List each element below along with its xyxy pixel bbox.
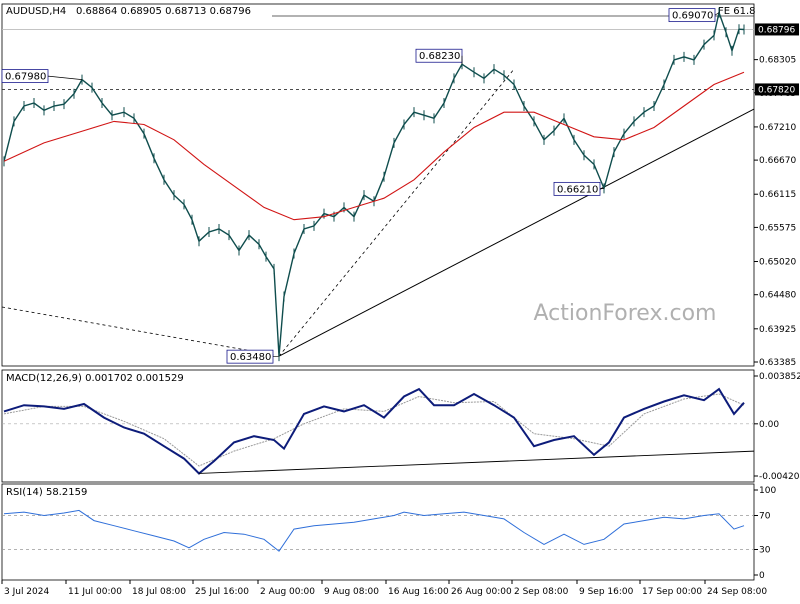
rsi-tick-label: 0 <box>759 571 765 581</box>
chart-ohlc: 0.68864 0.68905 0.68713 0.68796 <box>76 6 251 17</box>
x-tick-label: 9 Aug 08:00 <box>324 587 379 597</box>
price-label-text: 0.67820 <box>758 85 795 95</box>
annotation-label: 0.68230 <box>419 51 460 62</box>
macd-tick-label: 0.003852 <box>759 372 800 382</box>
price-tick-label: 0.65575 <box>759 223 796 233</box>
macd-panel <box>1 369 755 483</box>
annotation-label: 0.63480 <box>230 352 271 363</box>
rsi-tick-label: 70 <box>759 512 771 522</box>
rsi-axis: 100 70 30 0 <box>754 486 776 581</box>
macd-tick-label: 0.00 <box>759 420 779 430</box>
annotation-leader <box>714 12 720 16</box>
annotation-leader <box>47 75 83 80</box>
price-label-text: 0.68796 <box>758 25 795 35</box>
price-annotations: 0.67980 0.63480 0.68230 0.66210 0.69070 <box>1 8 720 364</box>
price-axis: 0.683050.677650.672100.666700.661150.655… <box>754 23 799 368</box>
x-tick-label: 26 Aug 00:00 <box>451 587 512 597</box>
price-tick-label: 0.66115 <box>759 190 796 200</box>
annotation-label: 0.67980 <box>5 72 46 83</box>
x-tick-label: 2 Sep 08:00 <box>514 587 569 597</box>
chart-symbol: AUDUSD,H4 <box>6 6 66 17</box>
watermark: ActionForex.com <box>534 301 717 326</box>
macd-title: MACD(12,26,9) 0.001702 0.001529 <box>6 373 184 384</box>
price-tick-label: 0.63925 <box>759 325 796 335</box>
macd-axis: 0.003852 0.00 -0.004204 <box>754 372 800 482</box>
x-tick-label: 18 Jul 08:00 <box>132 587 186 597</box>
x-tick-label: 17 Sep 00:00 <box>642 587 702 597</box>
price-series <box>3 7 745 362</box>
annotation-leader <box>599 188 605 190</box>
trendline-lower-dashed <box>1 306 275 356</box>
rsi-tick-label: 100 <box>759 486 776 496</box>
macd-tick-label: -0.004204 <box>759 472 800 482</box>
trendline-projection <box>278 68 515 357</box>
trendline-support <box>278 108 755 357</box>
x-tick-label: 3 Jul 2024 <box>4 587 49 597</box>
price-panel <box>1 3 755 367</box>
x-tick-label: 16 Aug 16:00 <box>388 587 449 597</box>
fe-label: FE 61.8 <box>718 6 756 17</box>
rsi-title: RSI(14) 58.2159 <box>6 487 87 498</box>
price-tick-label: 0.67210 <box>759 123 796 133</box>
price-tick-label: 0.64480 <box>759 291 796 301</box>
price-tick-label: 0.68305 <box>759 56 796 66</box>
x-tick-label: 24 Sep 08:00 <box>707 587 767 597</box>
rsi-panel <box>1 483 755 581</box>
x-tick-label: 9 Sep 16:00 <box>579 587 634 597</box>
x-tick-label: 2 Aug 00:00 <box>260 587 315 597</box>
rsi-series <box>2 509 754 552</box>
macd-line <box>3 387 745 475</box>
macd-series <box>2 387 755 475</box>
rsi-tick-label: 30 <box>759 546 771 556</box>
annotation-label: 0.66210 <box>557 184 598 195</box>
price-label-box <box>755 23 799 36</box>
macd-trendline <box>198 450 755 474</box>
annotation-leader <box>272 355 280 358</box>
price-tick-label: 0.65020 <box>759 258 796 268</box>
x-tick-label: 11 Jul 00:00 <box>68 587 122 597</box>
x-tick-label: 25 Jul 16:00 <box>195 587 249 597</box>
x-axis: 3 Jul 2024 11 Jul 00:00 18 Jul 08:00 25 Jul… <box>1 580 767 597</box>
annotation-label: 0.69070 <box>672 11 713 22</box>
price-tick-label: 0.66670 <box>759 156 796 166</box>
moving-average-line <box>3 71 745 221</box>
price-tick-label: 0.63385 <box>759 358 796 368</box>
price-label-box <box>755 83 799 96</box>
rsi-line <box>3 509 745 552</box>
